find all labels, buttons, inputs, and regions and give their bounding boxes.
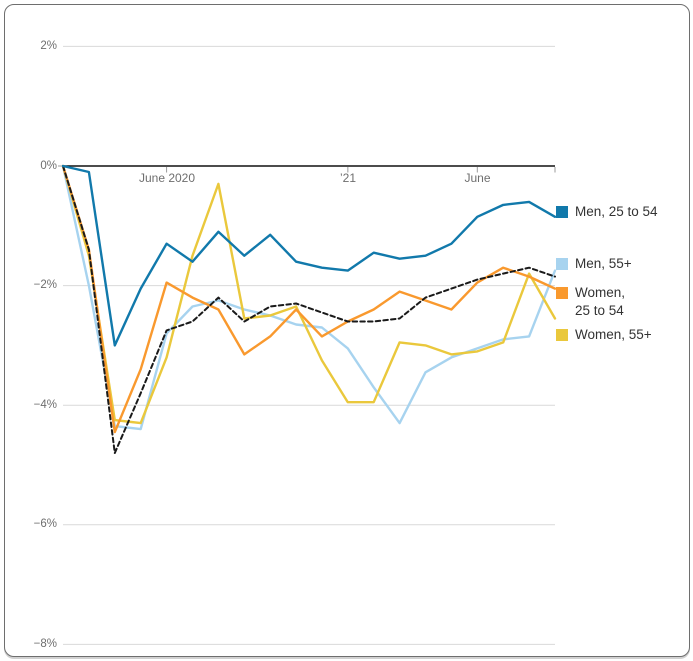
x-tick-label: June 2020 [138, 171, 196, 185]
x-tick-label: ’21 [339, 171, 356, 185]
y-tick-label: −6% [33, 518, 57, 530]
legend-item-women-55: Women, 55+ [556, 326, 676, 344]
legend-item-men-25-54: Men, 25 to 54 [556, 203, 676, 221]
legend-label: Women, 25 to 54 [575, 285, 626, 318]
y-tick-label: 2% [40, 40, 57, 52]
y-tick-label: −4% [33, 399, 57, 411]
series-line-unlabeled-dashed-series [62, 165, 556, 454]
legend-label: Men, 55+ [575, 256, 632, 271]
legend-swatch-women-25-54-icon [556, 287, 568, 299]
x-tick-label: June [464, 171, 491, 185]
legend-label: Men, 25 to 54 [575, 204, 658, 219]
y-tick-label: 0% [40, 160, 57, 172]
legend-swatch-women-55-icon [556, 329, 568, 341]
legend-swatch-men-25-54-icon [556, 206, 568, 218]
legend-label: Women, 55+ [575, 327, 652, 342]
legend-item-women-25-54: Women, 25 to 54 [556, 284, 642, 320]
series-line-women-25-to-54 [61, 164, 557, 434]
series-line-men-25-to-54 [61, 164, 557, 347]
chart-card [4, 4, 690, 657]
y-tick-label: −8% [33, 638, 57, 650]
series-line-women-55 [61, 164, 557, 425]
y-tick-label: −2% [33, 279, 57, 291]
legend-item-men-55: Men, 55+ [556, 255, 676, 273]
legend-swatch-men-55-icon [556, 258, 568, 270]
